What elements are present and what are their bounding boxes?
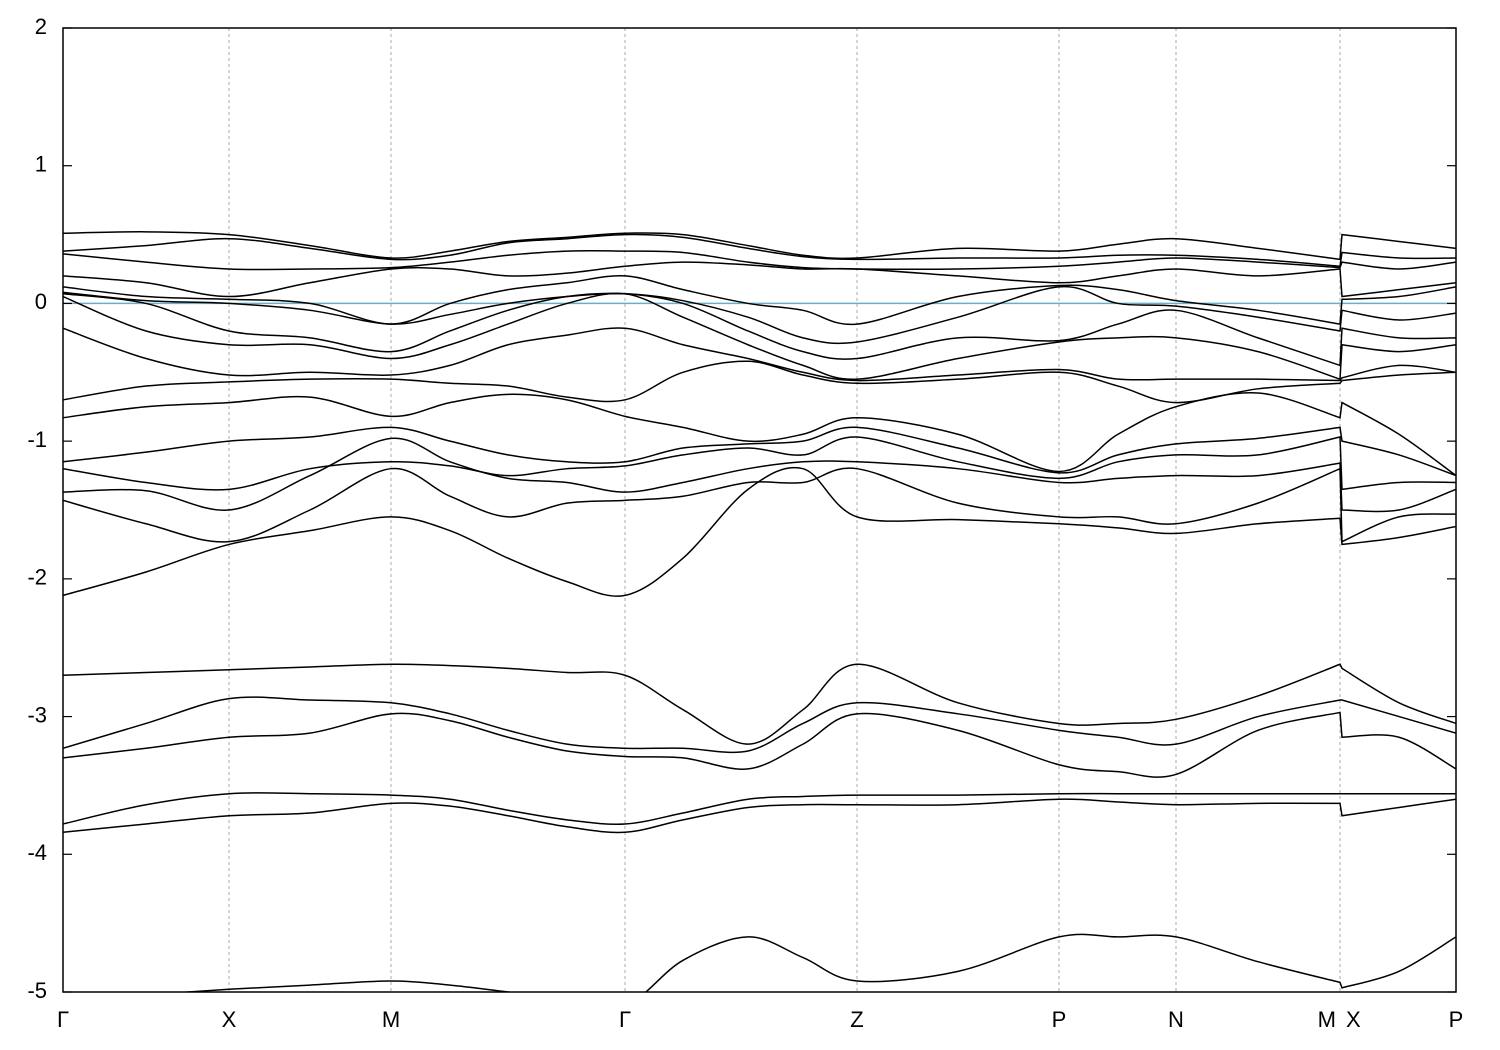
x-tick-label: M — [1318, 1007, 1336, 1032]
x-tick-label: M — [382, 1007, 400, 1032]
y-tick-label: -1 — [27, 427, 47, 452]
band-line — [63, 292, 1456, 367]
band-line — [63, 360, 1456, 404]
y-tick-label: -5 — [27, 978, 47, 1003]
band-line — [63, 286, 1456, 345]
band-line — [63, 663, 1456, 745]
x-tick-label: Γ — [619, 1007, 631, 1032]
x-tick-label: X — [1346, 1007, 1361, 1032]
bands — [63, 231, 1456, 992]
band-line — [63, 327, 1456, 382]
band-line — [63, 426, 1456, 477]
band-line — [63, 391, 1456, 477]
band-line — [63, 711, 1456, 778]
band-line — [63, 798, 1456, 834]
x-tick-label: Γ — [57, 1007, 69, 1032]
y-tick-label: -4 — [27, 840, 47, 865]
band-line — [63, 292, 1456, 381]
band-line — [63, 696, 1456, 754]
band-line — [63, 261, 1456, 298]
x-tick-label: Z — [850, 1007, 863, 1032]
x-tick-label: P — [1449, 1007, 1464, 1032]
band-line — [63, 233, 1456, 268]
x-tick-label: N — [1168, 1007, 1184, 1032]
grid — [228, 28, 1341, 992]
y-tick-label: 2 — [35, 14, 47, 39]
x-tick-label: X — [222, 1007, 237, 1032]
plot-frame — [62, 27, 1457, 993]
y-tick-label: -3 — [27, 702, 47, 727]
band-line — [63, 231, 1456, 261]
y-tick-label: -2 — [27, 565, 47, 590]
band-line — [63, 436, 1456, 491]
band-line — [63, 275, 1456, 326]
band-line — [63, 467, 1456, 543]
band-line — [63, 792, 1456, 825]
y-tick-label: 0 — [35, 289, 47, 314]
band-line — [176, 933, 1456, 992]
band-line — [63, 437, 1456, 513]
band-line — [63, 249, 1456, 271]
band-line — [63, 466, 1456, 597]
x-tick-label: P — [1052, 1007, 1067, 1032]
y-tick-label: 1 — [35, 152, 47, 177]
